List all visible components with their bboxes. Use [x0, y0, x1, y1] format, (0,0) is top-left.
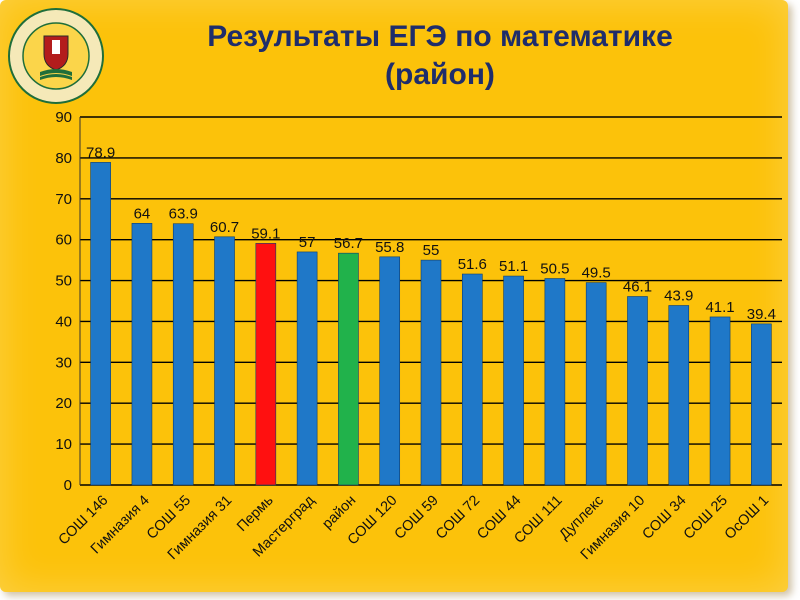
- y-tick-label: 80: [55, 150, 72, 167]
- y-tick-label: 20: [55, 395, 72, 412]
- slide-background: Результаты ЕГЭ по математике (район) 0 10…: [0, 0, 788, 592]
- data-label: 63.9: [169, 206, 198, 223]
- data-label: 51.6: [458, 256, 487, 273]
- bar: [420, 259, 442, 486]
- data-label: 56.7: [334, 235, 363, 252]
- data-label: 78.9: [86, 144, 115, 161]
- bar: [214, 236, 235, 486]
- bar: [379, 256, 401, 486]
- chart-title: Результаты ЕГЭ по математике (район): [140, 18, 740, 94]
- bar: [585, 282, 607, 486]
- data-label: 49.5: [582, 265, 611, 282]
- data-label: 51.1: [499, 258, 528, 275]
- data-label: 64: [134, 205, 151, 222]
- data-label: 57: [299, 234, 316, 251]
- data-label: 43.9: [664, 287, 693, 304]
- y-tick-label: 50: [55, 273, 72, 290]
- data-label: 50.5: [540, 261, 569, 278]
- y-tick-label: 60: [55, 232, 72, 249]
- x-tick-label: СОШ 72: [433, 493, 483, 543]
- bar: [627, 296, 648, 486]
- y-tick-label: 0: [64, 477, 72, 494]
- data-label: 46.1: [623, 279, 652, 296]
- data-label: 59.1: [251, 225, 280, 242]
- title-line-2: (район): [385, 58, 495, 91]
- bar: [461, 273, 483, 486]
- data-label: 39.4: [747, 306, 776, 323]
- department-logo: [6, 6, 106, 106]
- bar: [668, 305, 690, 486]
- bar: [709, 316, 731, 486]
- x-tick-label: СОШ 25: [681, 493, 731, 543]
- bar: [338, 252, 359, 486]
- bar: [255, 243, 277, 486]
- data-label: 60.7: [210, 219, 239, 236]
- y-tick-label: 90: [55, 109, 72, 126]
- bar: [503, 275, 524, 486]
- bar: [296, 251, 318, 486]
- data-label: 41.1: [705, 299, 734, 316]
- y-tick-label: 40: [55, 313, 72, 330]
- x-tick-label: СОШ 34: [639, 493, 689, 543]
- title-line-1: Результаты ЕГЭ по математике: [207, 20, 673, 53]
- bar: [751, 323, 772, 486]
- x-tick-label: ОсОШ 1: [722, 493, 772, 543]
- data-label: 55: [423, 242, 440, 259]
- y-tick-label: 10: [55, 436, 72, 453]
- y-tick-label: 30: [55, 354, 72, 371]
- data-label: 55.8: [375, 239, 404, 256]
- bar: [131, 223, 153, 486]
- bar: [544, 278, 566, 486]
- bar: [90, 162, 111, 486]
- x-tick-label: район: [319, 493, 359, 533]
- y-tick-label: 70: [55, 191, 72, 208]
- bar: [172, 223, 194, 486]
- x-tick-label: СОШ 59: [392, 493, 442, 543]
